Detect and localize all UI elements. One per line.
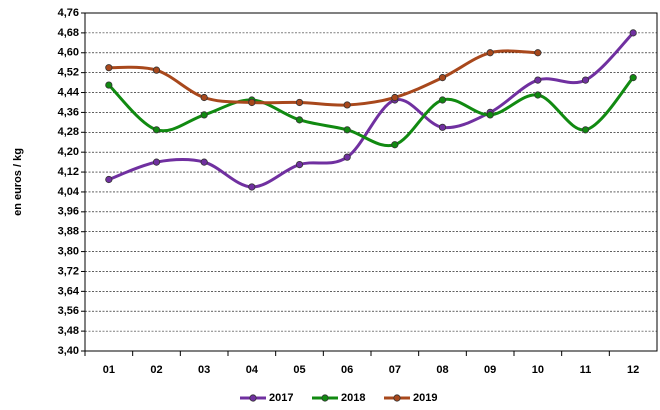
x-tick-label: 04	[246, 364, 259, 376]
data-point	[105, 175, 113, 184]
data-point	[438, 123, 447, 131]
data-point	[152, 158, 161, 166]
data-point	[105, 81, 113, 89]
legend-label: 2017	[269, 392, 293, 404]
data-point	[486, 111, 494, 119]
x-tick-label: 05	[293, 364, 305, 376]
data-point	[200, 111, 208, 119]
data-point	[534, 49, 542, 57]
y-tick-label: 4,12	[58, 166, 79, 178]
y-tick-label: 4,76	[58, 7, 79, 19]
data-point	[629, 74, 637, 82]
x-tick-label: 09	[484, 364, 496, 376]
data-point	[534, 76, 542, 84]
y-tick-label: 3,72	[58, 265, 79, 277]
data-point	[248, 183, 256, 191]
data-point	[105, 64, 113, 72]
data-point	[534, 91, 542, 99]
series-line	[108, 31, 635, 189]
data-point	[343, 126, 351, 134]
legend-marker	[393, 394, 401, 402]
y-tick-label: 4,28	[58, 126, 79, 138]
y-tick-label: 3,96	[58, 206, 79, 218]
data-point	[295, 116, 304, 124]
x-tick-label: 08	[436, 364, 448, 376]
y-tick-label: 4,44	[58, 86, 80, 98]
legend-label: 2019	[413, 392, 437, 404]
x-tick-label: 11	[580, 364, 592, 376]
y-tick-label: 3,80	[58, 245, 79, 257]
data-point	[581, 76, 590, 84]
data-point	[200, 93, 208, 102]
x-tick-label: 10	[532, 364, 544, 376]
x-tick-label: 07	[389, 364, 401, 376]
y-tick-label: 3,56	[58, 305, 79, 317]
x-tick-label: 06	[341, 364, 353, 376]
data-point	[486, 49, 494, 57]
y-tick-label: 4,36	[58, 106, 79, 118]
y-tick-label: 4,60	[58, 47, 79, 59]
y-tick-label: 3,40	[58, 345, 79, 357]
y-tick-label: 4,68	[58, 27, 79, 39]
plot-border	[84, 12, 658, 352]
data-point	[343, 101, 351, 109]
data-point	[391, 93, 399, 102]
legend-marker	[321, 394, 329, 402]
x-tick-label: 03	[198, 364, 210, 376]
y-tick-label: 3,88	[58, 226, 79, 238]
data-point	[581, 126, 590, 134]
data-point	[438, 74, 447, 82]
y-tick-label: 3,48	[58, 325, 79, 337]
y-tick-label: 3,64	[58, 285, 80, 297]
x-tick-label: 02	[150, 364, 162, 376]
data-point	[295, 98, 304, 107]
legend-label: 2018	[341, 392, 365, 404]
data-point	[200, 158, 208, 166]
legend-marker	[249, 394, 257, 402]
data-point	[295, 161, 304, 169]
data-point	[629, 29, 637, 37]
data-point	[248, 98, 256, 107]
data-point	[391, 141, 399, 149]
series-line	[108, 49, 538, 107]
y-tick-label: 4,04	[58, 186, 80, 198]
data-point	[152, 66, 161, 74]
series-line	[107, 76, 635, 148]
y-axis-label: en euros / kg	[12, 148, 24, 216]
data-point	[438, 96, 447, 104]
x-tick-label: 01	[103, 364, 115, 376]
y-tick-label: 4,52	[58, 67, 79, 79]
data-point	[343, 153, 351, 161]
x-tick-label: 12	[627, 364, 639, 376]
data-point	[152, 126, 161, 134]
y-tick-label: 4,20	[58, 146, 79, 158]
